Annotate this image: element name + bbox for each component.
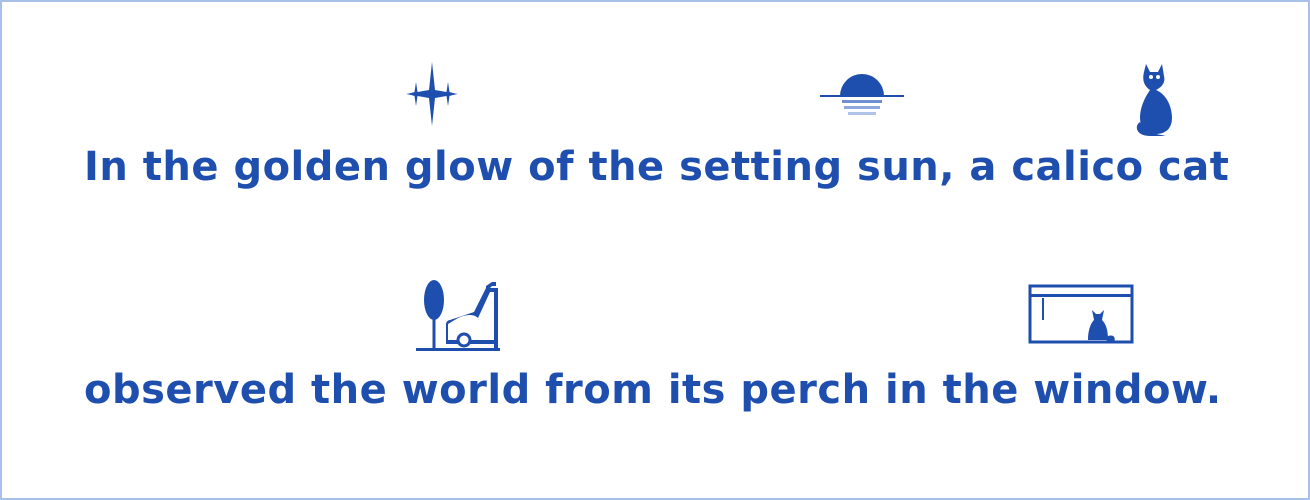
sentence-line-2: observed the world from its perch in the… <box>84 367 1222 413</box>
sentence-line-1: In the golden glow of the setting sun, a… <box>84 144 1230 190</box>
cat-icon <box>1132 60 1180 140</box>
sunset-icon <box>820 70 904 118</box>
lawn-mower-tree-icon <box>416 278 502 354</box>
sparkle-icon <box>404 60 460 130</box>
window-cat-icon <box>1028 284 1136 346</box>
